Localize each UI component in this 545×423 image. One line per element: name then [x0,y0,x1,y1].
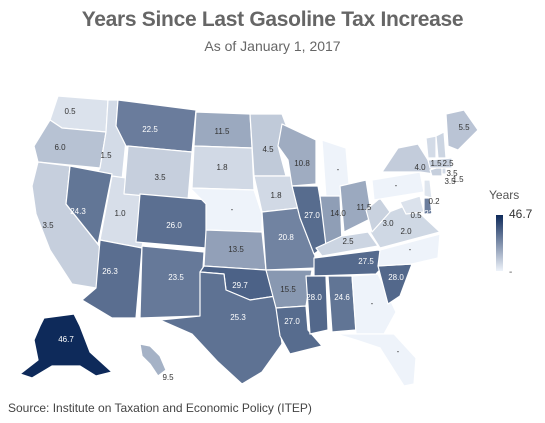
state-me [445,109,479,151]
state-nj [423,179,433,199]
state-tx [159,271,283,385]
state-value-wy: 3.5 [154,173,166,182]
state-value-ma: 3.5 [446,169,458,178]
state-value-sd: 1.8 [216,163,228,172]
state-value-nc: - [409,245,412,254]
state-value-wa: 0.5 [64,107,76,116]
state-ma [427,157,453,169]
state-value-tn: 27.5 [358,257,374,266]
state-value-ks: 13.5 [228,245,244,254]
state-value-ms: 28.0 [306,293,322,302]
state-value-oh: 11.5 [357,203,373,212]
state-value-ky: 2.5 [342,237,354,246]
state-ny [381,143,435,175]
state-value-nm: 23.5 [168,273,184,282]
state-value-nv: 24.3 [70,207,86,216]
state-value-nh: 2.5 [442,159,454,168]
state-value-al: 24.6 [334,293,350,302]
state-value-mi: - [337,165,340,174]
state-value-in: 14.0 [330,209,346,218]
state-value-la: 27.0 [284,317,300,326]
state-fl [335,333,417,387]
state-value-fl: - [397,347,400,356]
state-value-me: 5.5 [458,123,470,132]
state-value-wv: 3.0 [382,219,394,228]
state-value-pa: - [395,181,398,190]
state-al [327,275,357,333]
state-value-nj: 0.2 [428,197,440,206]
state-value-ia: 1.8 [270,191,282,200]
map-title: Years Since Last Gasoline Tax Increase [81,8,464,31]
state-value-mt: 22.5 [142,125,158,134]
state-value-mn: 4.5 [262,145,274,154]
state-nc [377,233,441,267]
state-pa [371,171,425,201]
legend-title: Years [489,188,520,202]
state-value-ok: 29.7 [232,281,248,290]
state-de [423,197,433,215]
state-nh [435,131,447,159]
state-ak [19,313,113,379]
state-value-mo: 20.8 [278,233,294,242]
state-value-wi: 10.8 [294,159,310,168]
state-value-ca: 3.5 [42,221,54,230]
state-value-ar: 15.5 [280,285,296,294]
state-value-tx: 25.3 [230,313,246,322]
state-value-co: 26.0 [166,221,182,230]
state-la [275,305,323,355]
state-value-ga: - [371,299,374,308]
state-value-sc: 28.0 [388,273,404,282]
state-hi [139,343,167,377]
state-value-md: 0.5 [410,211,422,220]
state-value-vt: 1.5 [430,159,442,168]
state-value-nd: 11.5 [215,127,231,136]
map-subtitle: As of January 1, 2017 [204,38,341,54]
state-value-ny: 4.0 [414,163,426,172]
state-value-il: 27.0 [304,211,320,220]
state-value-ct: 3.5 [444,177,456,186]
source-note: Source: Institute on Taxation and Econom… [8,401,312,415]
state-value-ri: 1.5 [452,175,464,184]
state-value-id: 1.5 [100,151,112,160]
legend-min-label: - [509,267,513,278]
state-ky [315,231,379,257]
state-value-ak: 46.7 [58,335,74,344]
state-value-az: 26.3 [102,267,118,276]
state-ms [305,275,329,335]
state-value-or: 6.0 [54,143,66,152]
state-nv [65,165,113,245]
legend-color-bar [496,215,503,271]
state-value-hi: 9.5 [162,373,174,382]
state-wv [365,197,391,233]
state-value-de: 22.0 [424,209,440,218]
state-value-ut: 1.0 [114,209,126,218]
state-value-ne: - [231,205,234,214]
state-vt [425,135,437,159]
state-value-va: 2.0 [400,227,412,236]
legend-max-label: 46.7 [509,207,533,221]
